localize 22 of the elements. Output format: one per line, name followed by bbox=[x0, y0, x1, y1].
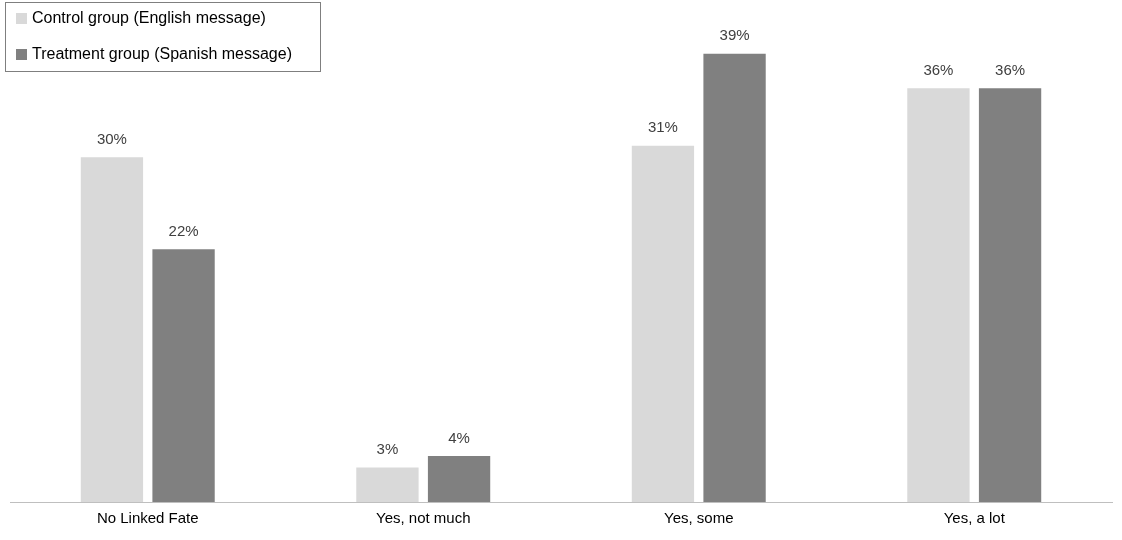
x-tick-label: Yes, a lot bbox=[943, 509, 1006, 527]
bar bbox=[80, 157, 144, 502]
data-label: 36% bbox=[995, 60, 1026, 78]
data-label: 3% bbox=[376, 440, 399, 458]
x-tick-label: No Linked Fate bbox=[96, 509, 199, 527]
legend-label: Treatment group (Spanish message) bbox=[32, 45, 292, 63]
x-tick-label: Yes, some bbox=[664, 509, 734, 527]
bar bbox=[152, 249, 215, 502]
bar bbox=[631, 145, 695, 502]
data-label: 30% bbox=[96, 129, 127, 147]
bar bbox=[356, 467, 419, 502]
data-label: 4% bbox=[448, 428, 470, 446]
legend-label: Control group (English message) bbox=[32, 9, 266, 27]
x-tick-label: Yes, not much bbox=[375, 509, 471, 527]
bar bbox=[978, 88, 1042, 502]
data-label: 39% bbox=[719, 26, 750, 44]
bar bbox=[427, 456, 491, 502]
bar bbox=[907, 88, 970, 502]
data-label: 31% bbox=[647, 118, 678, 136]
data-label: 36% bbox=[923, 60, 954, 78]
data-label: 22% bbox=[168, 221, 199, 239]
bar bbox=[703, 53, 766, 502]
